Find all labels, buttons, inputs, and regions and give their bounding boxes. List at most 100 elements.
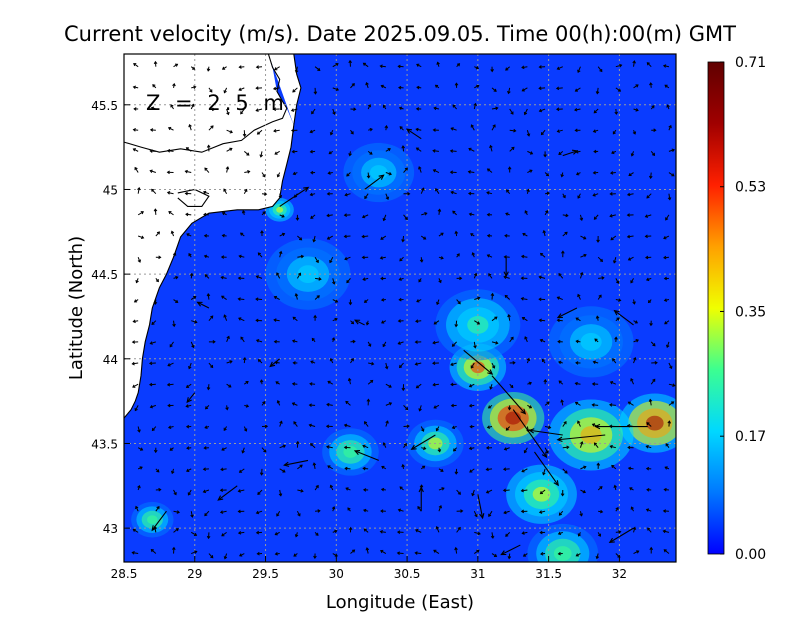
velocity-arrow xyxy=(580,253,587,258)
velocity-arrow xyxy=(380,509,386,513)
velocity-arrow xyxy=(485,467,493,472)
colorbar-ticks: 0.71 0.53 0.35 0.17 0.00 xyxy=(720,55,766,563)
speed-hotspot xyxy=(297,265,319,284)
velocity-arrow xyxy=(473,102,477,110)
velocity-arrow xyxy=(350,320,355,325)
velocity-arrow xyxy=(380,549,387,554)
velocity-vectors xyxy=(131,59,676,560)
velocity-arrow xyxy=(416,63,422,68)
velocity-arrow xyxy=(208,362,214,369)
velocity-arrow xyxy=(579,441,584,448)
velocity-arrow xyxy=(308,403,316,407)
velocity-arrow xyxy=(135,505,139,512)
velocity-arrow xyxy=(384,125,389,131)
velocity-arrow xyxy=(630,506,634,512)
velocity-arrow xyxy=(226,383,232,388)
velocity-arrow xyxy=(645,508,652,512)
velocity-arrow xyxy=(485,446,493,450)
velocity-arrow xyxy=(151,320,157,325)
velocity-arrow xyxy=(449,149,457,153)
velocity-arrow xyxy=(471,252,475,258)
velocity-arrow xyxy=(187,489,192,496)
velocity-arrow xyxy=(486,425,493,429)
x-axis-ticks: 28.5 29 29.5 30 30.5 31 31.5 32 xyxy=(111,556,627,581)
velocity-arrow xyxy=(414,551,422,555)
velocity-arrow xyxy=(315,509,321,513)
velocity-arrow xyxy=(433,106,440,111)
velocity-arrow xyxy=(399,486,404,491)
velocity-arrow xyxy=(507,313,511,321)
velocity-arrow xyxy=(226,129,233,134)
velocity-arrow xyxy=(521,531,528,535)
velocity-arrow xyxy=(399,362,404,369)
velocity-arrow xyxy=(574,87,581,92)
velocity-arrow xyxy=(556,318,563,323)
velocity-arrow xyxy=(276,400,281,406)
velocity-arrow xyxy=(450,403,457,408)
velocity-arrow xyxy=(152,84,157,89)
velocity-arrow xyxy=(310,214,316,219)
velocity-arrow xyxy=(491,341,499,345)
velocity-arrow xyxy=(436,299,440,306)
velocity-arrow xyxy=(526,188,530,194)
velocity-arrow xyxy=(221,211,227,216)
velocity-arrow xyxy=(633,550,640,554)
velocity-arrow xyxy=(314,484,319,491)
velocity-arrow xyxy=(173,275,179,280)
velocity-arrow xyxy=(255,510,263,515)
velocity-arrow xyxy=(255,275,263,279)
velocity-arrow xyxy=(630,151,635,157)
velocity-arrow xyxy=(534,451,559,487)
velocity-arrow xyxy=(539,530,546,535)
velocity-arrow xyxy=(665,214,670,221)
velocity-arrow xyxy=(380,276,386,281)
velocity-arrow xyxy=(314,295,320,300)
speed-hotspot xyxy=(276,206,284,213)
velocity-arrow xyxy=(632,60,636,67)
velocity-arrow xyxy=(255,318,263,323)
velocity-arrow xyxy=(522,553,528,557)
velocity-arrow xyxy=(169,447,174,451)
velocity-arrow xyxy=(474,320,481,325)
velocity-arrow xyxy=(226,360,233,364)
velocity-arrow xyxy=(153,525,157,533)
velocity-arrow xyxy=(167,425,174,430)
velocity-arrow xyxy=(219,510,227,514)
velocity-arrow xyxy=(435,526,440,533)
velocity-arrow xyxy=(202,467,209,471)
velocity-arrow xyxy=(414,340,422,344)
velocity-arrow xyxy=(451,425,457,430)
velocity-arrow xyxy=(507,405,512,411)
velocity-arrow xyxy=(596,462,601,469)
velocity-arrow xyxy=(173,299,179,303)
velocity-arrow xyxy=(575,317,581,322)
velocity-arrow xyxy=(255,86,263,90)
velocity-arrow xyxy=(350,339,356,344)
velocity-arrow xyxy=(609,214,616,218)
velocity-arrow xyxy=(151,188,157,195)
velocity-arrow xyxy=(663,549,670,554)
velocity-arrow xyxy=(416,85,422,90)
velocity-arrow xyxy=(591,403,599,407)
velocity-arrow xyxy=(203,212,209,217)
velocity-arrow xyxy=(385,402,393,406)
velocity-arrow xyxy=(575,553,581,557)
velocity-arrow xyxy=(208,107,216,112)
velocity-arrow xyxy=(503,447,510,451)
velocity-arrow xyxy=(385,148,391,152)
velocity-arrow xyxy=(257,252,263,258)
speed-hotspot xyxy=(470,361,485,374)
velocity-arrow xyxy=(615,278,620,284)
velocity-arrow xyxy=(327,171,333,175)
velocity-arrow xyxy=(505,212,510,216)
velocity-arrow xyxy=(255,108,263,112)
velocity-arrow xyxy=(538,297,546,302)
velocity-arrow xyxy=(597,256,604,262)
velocity-arrow xyxy=(343,213,351,217)
velocity-arrow xyxy=(155,505,160,512)
velocity-arrow xyxy=(594,338,599,343)
velocity-arrow xyxy=(309,443,316,449)
velocity-arrow xyxy=(474,84,480,89)
velocity-arrow xyxy=(473,272,478,279)
velocity-arrow xyxy=(489,384,493,390)
